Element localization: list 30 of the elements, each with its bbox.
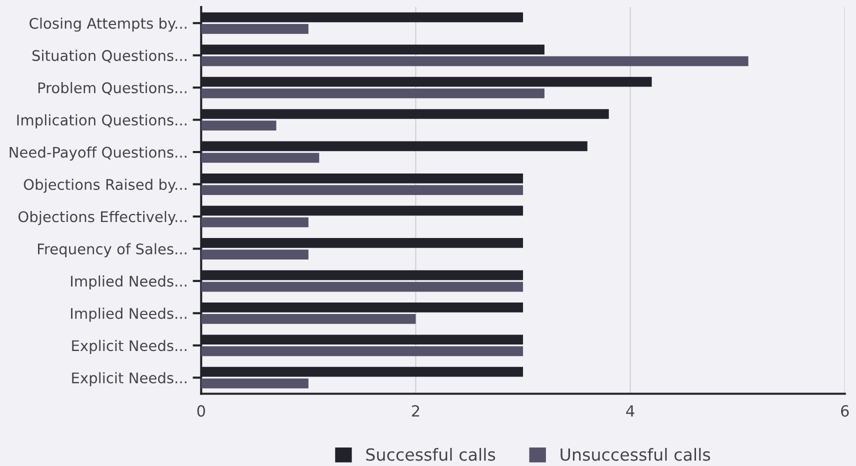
bar: [201, 346, 524, 356]
bar: [201, 56, 748, 66]
y-tick-label: Situation Questions...: [32, 50, 186, 63]
x-tick-label: 4: [626, 405, 634, 416]
y-tick-label: Need-Payoff Questions...: [10, 146, 186, 161]
y-tick-label: Closing Attempts by...: [30, 18, 186, 32]
y-tick-label: Frequency of Sales...: [38, 243, 186, 258]
x-tick-label: 0: [197, 405, 206, 417]
bar: [201, 88, 544, 98]
y-tick-label: Implied Needs...: [71, 275, 186, 290]
bar: [201, 217, 308, 228]
y-tick-label: Problem Questions...: [38, 82, 186, 95]
bar: [201, 282, 524, 292]
bar: [201, 250, 308, 260]
y-tick-label: Objections Effectively...: [18, 210, 186, 226]
y-tick-label: Explicit Needs...: [72, 340, 186, 354]
bar: [201, 24, 308, 34]
bar: [201, 152, 320, 163]
y-tick-label: Implied Needs...: [71, 308, 186, 322]
bar: [201, 314, 416, 324]
y-tick-label: Objections Raised by...: [24, 178, 186, 193]
bar: [201, 378, 308, 388]
bar: [201, 120, 276, 131]
legend-label: Unsuccessful calls: [560, 448, 710, 461]
x-tick-label: 6: [841, 405, 849, 417]
x-tick-label: 2: [412, 405, 420, 416]
legend-label: Successful calls: [366, 448, 496, 461]
y-tick-label: Explicit Needs...: [72, 372, 186, 386]
bar: [201, 185, 524, 195]
y-tick-label: Implication Questions...: [17, 114, 186, 128]
